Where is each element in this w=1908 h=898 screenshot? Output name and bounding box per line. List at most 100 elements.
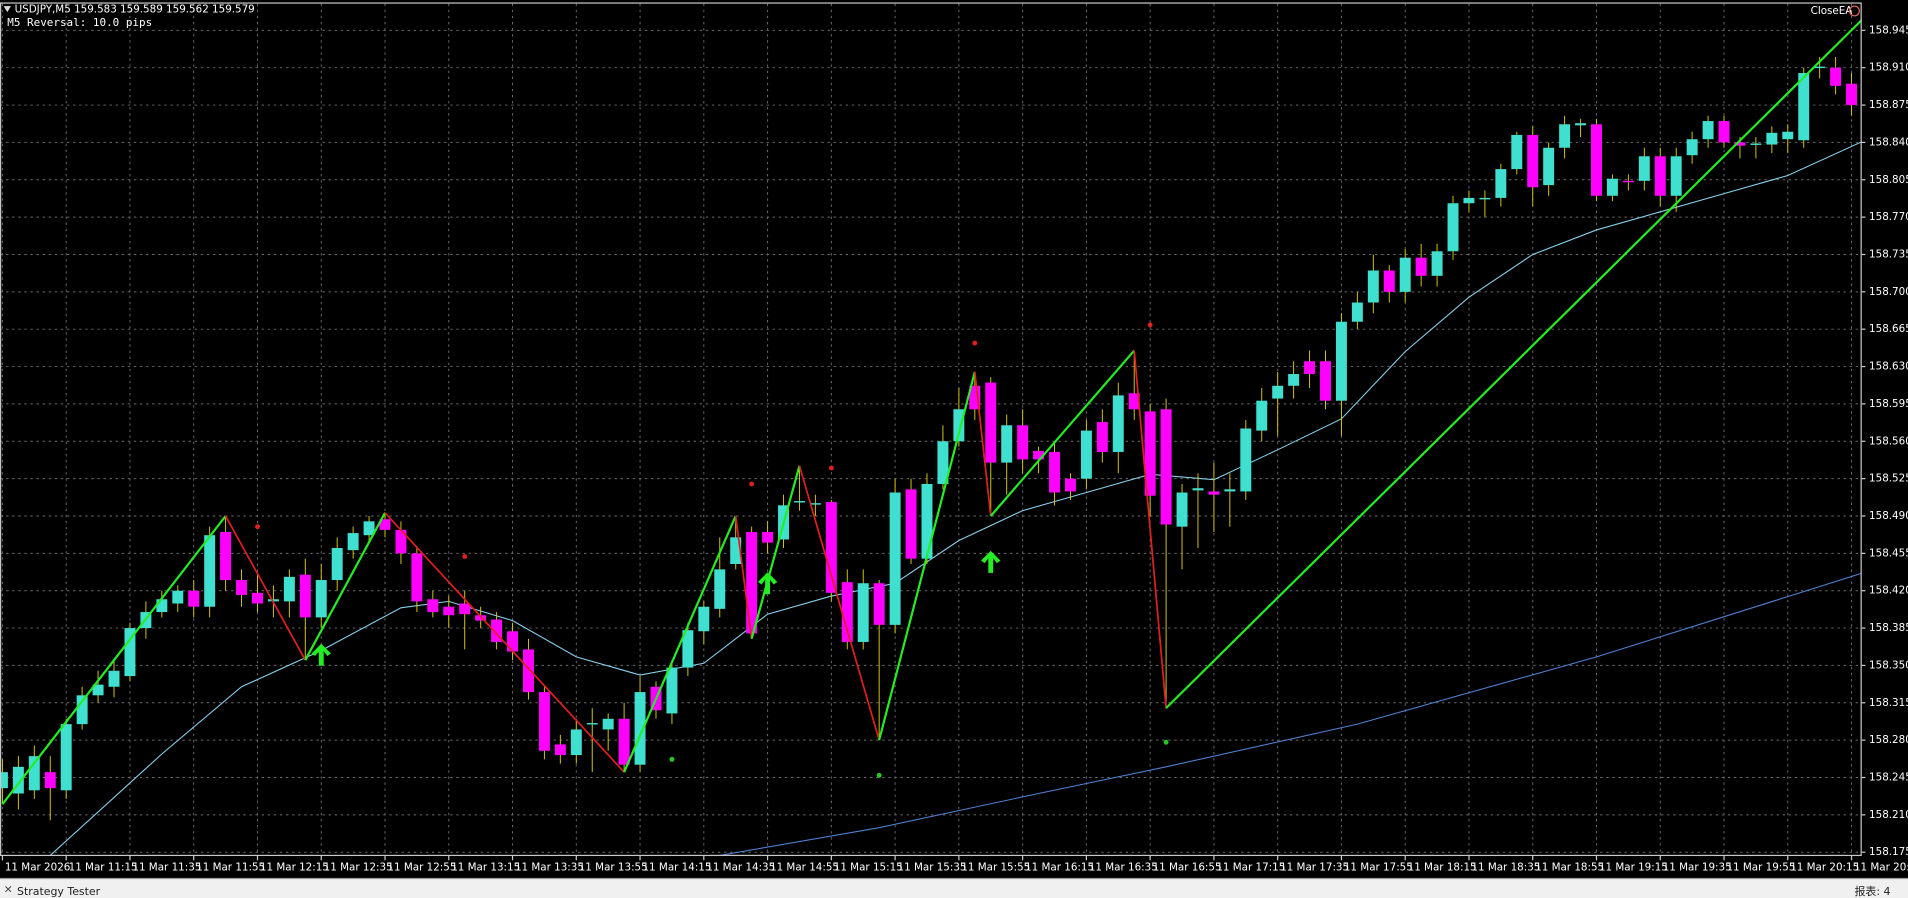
candle-body [1176,492,1188,527]
candle-body [507,631,519,652]
tab-close: × [4,882,13,895]
candle-body [28,756,40,791]
candle-body [1144,411,1156,496]
x-tick-label: 11 Mar 18:15 [1408,862,1477,874]
candle-body [1240,428,1252,492]
y-tick-label: 158.280 [1869,734,1908,746]
y-tick-label: 158.315 [1869,697,1908,709]
candle-body [1367,270,1379,303]
candle-body [76,695,88,725]
candle-body [1033,450,1045,460]
x-tick-label: 11 Mar 18:35 [1471,862,1540,874]
x-tick-label: 11 Mar 17:35 [1280,862,1349,874]
candle-body [586,723,598,725]
candle-body [1463,197,1475,204]
x-tick-label: 11 Mar 16:55 [1153,862,1222,874]
zigzag-segment [1165,18,1862,709]
candle-body [841,582,853,642]
candle-body [1702,121,1714,140]
zigzag-segment [304,512,386,661]
candle-body [857,583,869,642]
candle-body [618,718,630,765]
x-tick-label: 11 Mar 13:15 [451,862,520,874]
candle-body [554,744,566,756]
candle-body [1830,67,1842,86]
candle-body [1304,361,1316,375]
zigzag-segment [224,515,307,661]
symbol-icon [3,6,11,13]
candle-body [491,619,503,642]
x-tick-label: 11 Mar 15:55 [961,862,1030,874]
peak-dot [1147,322,1153,328]
candle-body [762,531,774,543]
candle-body [331,548,343,581]
candle-body [1399,257,1411,292]
candle-body [44,772,56,789]
x-tick-label: 11 Mar 19:35 [1663,862,1732,874]
candle-body [1814,66,1826,69]
candle-body [427,599,439,613]
candle-body [1431,251,1443,276]
y-tick-label: 158.840 [1869,136,1908,148]
candle-body [236,580,248,595]
candle-body [267,599,279,602]
candle-body [1670,156,1682,196]
y-tick-label: 158.525 [1869,473,1908,485]
candle-body [1320,361,1331,401]
candle-body [1654,156,1666,196]
candle-body [793,501,805,503]
candle-body [1606,178,1618,196]
candle-body [873,583,885,625]
y-tick-label: 158.210 [1869,809,1908,821]
candle-body [889,492,901,625]
peak-dot [749,481,755,487]
candle-body [746,531,758,634]
candle-body [682,630,694,668]
candle-body [985,382,997,463]
candle-body [714,569,726,609]
candle-body [809,503,821,505]
y-tick-label: 158.420 [1869,585,1908,597]
plot-frame [0,2,1862,857]
y-tick-label: 158.560 [1869,435,1908,447]
candle-body [411,553,423,602]
candle-body [459,603,471,615]
candle-body [1351,302,1363,322]
candle-body [1846,83,1858,106]
candle-body [1575,123,1587,126]
x-tick-label: 11 Mar 12:55 [387,862,456,874]
y-tick-label: 158.945 [1869,24,1908,36]
candle-body [1224,489,1236,492]
candle-body [1734,142,1746,146]
x-tick-label: 11 Mar 19:55 [1726,862,1795,874]
candle-body [1080,430,1092,479]
y-tick-label: 158.630 [1869,361,1908,373]
x-tick-label: 11 Mar 13:35 [515,862,584,874]
candle-body [1559,124,1571,148]
candle-body [825,502,837,593]
x-tick-label: 11 Mar 14:15 [642,862,711,874]
candle-body [522,649,534,693]
y-tick-label: 158.595 [1869,398,1908,410]
x-tick-label: 11 Mar 16:15 [1025,862,1094,874]
y-tick-label: 158.665 [1869,323,1908,335]
tab-right[interactable]: 报表: 4 [1854,884,1890,898]
candle-body [1064,478,1076,492]
candle-body [1256,400,1268,431]
candle-body [698,606,710,632]
x-tick-label: 11 Mar 11:35 [132,862,201,874]
candle-body [1017,425,1029,460]
candle-body [905,489,917,559]
candle-body [108,670,120,687]
candle-body [1335,321,1347,401]
zigzag-segment [1133,350,1167,709]
zigzag-segment [623,515,737,773]
y-tick-label: 158.175 [1869,846,1908,858]
y-tick-label: 158.805 [1869,174,1908,186]
tab-bar [0,878,1908,898]
candle-body [634,692,646,765]
axes: 158.175 158.210 158.245 158.280 158.315 158.3… [1,24,1908,874]
peak-dot [462,554,468,559]
tab-title[interactable]: Strategy Tester [17,885,101,898]
